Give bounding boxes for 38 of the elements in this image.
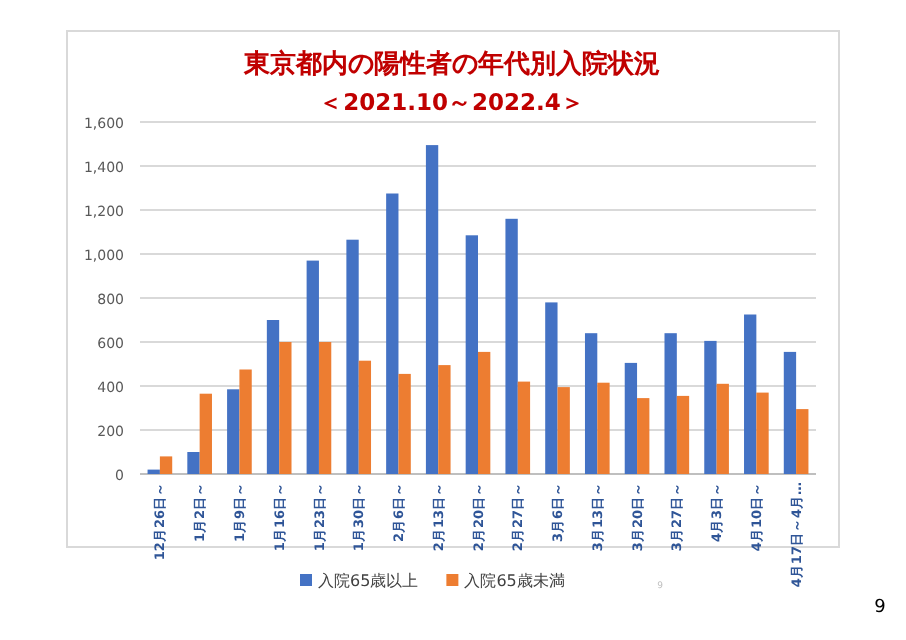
bar <box>386 193 399 474</box>
bar <box>279 342 292 474</box>
bar <box>664 333 677 474</box>
bar <box>425 145 439 474</box>
bar <box>545 302 558 474</box>
bar <box>676 395 690 474</box>
bar <box>358 360 372 474</box>
bar <box>624 362 638 474</box>
bar <box>227 389 240 474</box>
bar <box>266 320 280 474</box>
bar <box>796 409 809 474</box>
bar <box>306 260 319 474</box>
chart-subtitle: ＜2021.10～2022.4＞ <box>319 88 585 116</box>
bar <box>465 235 478 474</box>
bar <box>584 333 598 474</box>
bar <box>239 369 252 474</box>
bar <box>716 383 729 474</box>
bar <box>557 387 570 474</box>
bar <box>346 239 359 474</box>
bar <box>478 351 491 474</box>
bar <box>517 381 531 474</box>
bar <box>597 382 610 474</box>
bar <box>438 365 451 474</box>
bar <box>187 452 200 474</box>
bar <box>318 342 332 474</box>
bar <box>398 373 411 474</box>
bar <box>505 218 518 474</box>
legend-label: 入院65歳未満 <box>464 572 565 590</box>
chart-title: 東京都内の陽性者の年代別入院状況 <box>242 48 660 80</box>
text: 9 <box>874 598 887 618</box>
bar <box>744 314 757 474</box>
bar <box>199 393 212 474</box>
bar <box>756 392 769 474</box>
bar <box>159 456 173 474</box>
bar <box>783 351 797 474</box>
legend-label: 入院65歳以上 <box>318 572 419 590</box>
bar <box>637 398 650 474</box>
bar <box>704 340 717 474</box>
